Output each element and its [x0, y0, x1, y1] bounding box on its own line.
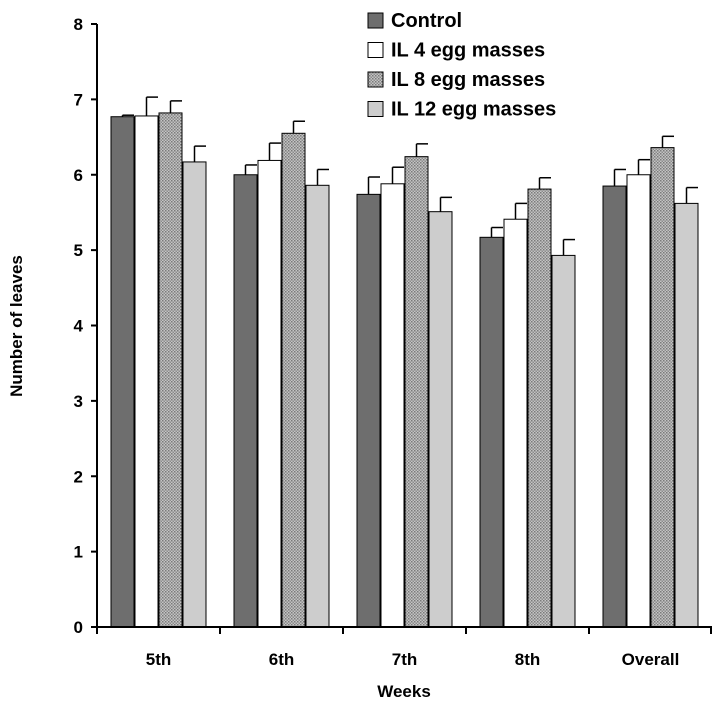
legend-swatch	[367, 101, 384, 117]
y-tick-label: 8	[74, 15, 83, 34]
bar	[404, 156, 429, 628]
y-tick-label: 3	[74, 392, 83, 411]
bar	[602, 185, 627, 628]
bar	[527, 188, 552, 628]
legend: Control IL 4 egg masses IL 8 egg masses IL …	[367, 10, 556, 121]
y-tick-label: 0	[74, 618, 83, 637]
bar	[503, 218, 528, 628]
x-axis-title: Weeks	[377, 682, 431, 701]
bar	[305, 184, 330, 628]
x-tick-label: 6th	[269, 650, 295, 669]
legend-label: IL 4 egg masses	[391, 40, 545, 62]
bar	[428, 211, 453, 628]
bars-layer	[110, 96, 699, 628]
bar	[551, 254, 576, 628]
bar	[134, 115, 159, 628]
y-axis-title: Number of leaves	[7, 255, 26, 397]
bar	[110, 116, 135, 628]
bar	[158, 112, 183, 628]
legend-label: Control	[391, 10, 462, 32]
x-tick-label: 7th	[392, 650, 418, 669]
legend-swatch	[367, 71, 384, 88]
bar	[380, 183, 405, 628]
bar	[257, 159, 282, 628]
bar	[182, 161, 207, 628]
bar	[356, 193, 381, 628]
legend-swatch	[367, 42, 384, 58]
legend-swatch	[367, 12, 384, 29]
bar	[479, 236, 504, 628]
y-tick-label: 6	[74, 166, 83, 185]
y-tick-label: 2	[74, 467, 83, 486]
x-tick-label: Overall	[622, 650, 680, 669]
y-tick-label: 5	[74, 241, 83, 260]
legend-label: IL 8 egg masses	[391, 69, 545, 91]
bar	[650, 147, 675, 628]
bar	[233, 174, 258, 628]
axes-layer: 0 1 2 3 4 5 6 7 8 5th 6th 7th 8th Overall	[74, 15, 712, 669]
x-tick-label: 8th	[515, 650, 541, 669]
y-tick-label: 7	[74, 90, 83, 109]
y-tick-label: 1	[74, 543, 83, 562]
bar	[674, 202, 699, 628]
bar	[281, 132, 306, 628]
legend-label: IL 12 egg masses	[391, 99, 556, 121]
x-tick-label: 5th	[146, 650, 172, 669]
y-tick-label: 4	[74, 317, 84, 336]
bar	[626, 174, 651, 628]
